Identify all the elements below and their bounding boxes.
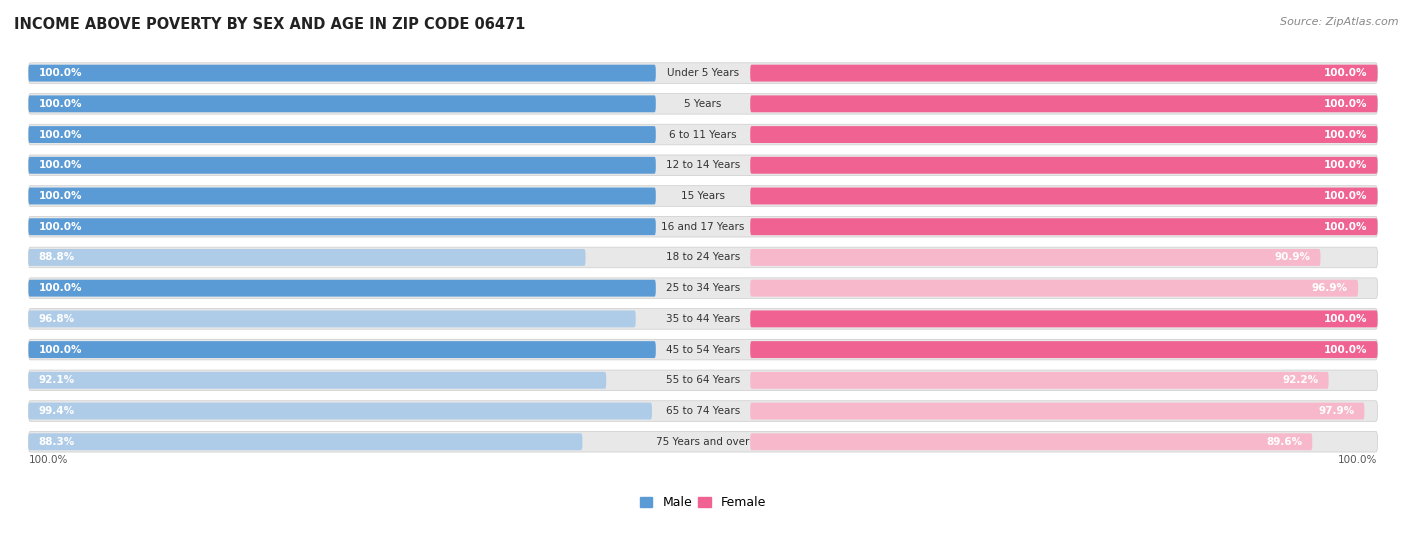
- Text: 55 to 64 Years: 55 to 64 Years: [666, 375, 740, 385]
- Text: 100.0%: 100.0%: [38, 160, 82, 170]
- FancyBboxPatch shape: [28, 278, 1378, 299]
- Text: 5 Years: 5 Years: [685, 99, 721, 109]
- FancyBboxPatch shape: [751, 341, 1378, 358]
- FancyBboxPatch shape: [28, 93, 1378, 114]
- Text: 100.0%: 100.0%: [1324, 222, 1368, 232]
- Text: 25 to 34 Years: 25 to 34 Years: [666, 283, 740, 293]
- Text: 100.0%: 100.0%: [38, 283, 82, 293]
- FancyBboxPatch shape: [751, 310, 1378, 328]
- Text: 97.9%: 97.9%: [1317, 406, 1354, 416]
- FancyBboxPatch shape: [28, 280, 655, 297]
- FancyBboxPatch shape: [28, 372, 606, 389]
- Text: 100.0%: 100.0%: [28, 455, 67, 465]
- FancyBboxPatch shape: [751, 372, 1329, 389]
- FancyBboxPatch shape: [28, 370, 1378, 391]
- FancyBboxPatch shape: [28, 65, 655, 82]
- FancyBboxPatch shape: [28, 157, 655, 174]
- Text: 6 to 11 Years: 6 to 11 Years: [669, 130, 737, 140]
- Text: 100.0%: 100.0%: [1324, 160, 1368, 170]
- Text: 89.6%: 89.6%: [1265, 437, 1302, 447]
- Text: 45 to 54 Years: 45 to 54 Years: [666, 344, 740, 354]
- Text: 100.0%: 100.0%: [1324, 344, 1368, 354]
- FancyBboxPatch shape: [28, 433, 582, 450]
- Text: Under 5 Years: Under 5 Years: [666, 68, 740, 78]
- FancyBboxPatch shape: [751, 65, 1378, 82]
- Text: 88.3%: 88.3%: [38, 437, 75, 447]
- FancyBboxPatch shape: [751, 157, 1378, 174]
- FancyBboxPatch shape: [751, 96, 1378, 112]
- Text: 100.0%: 100.0%: [38, 68, 82, 78]
- Text: 96.9%: 96.9%: [1312, 283, 1348, 293]
- Text: 35 to 44 Years: 35 to 44 Years: [666, 314, 740, 324]
- FancyBboxPatch shape: [28, 186, 1378, 206]
- Text: 100.0%: 100.0%: [38, 222, 82, 232]
- Text: Source: ZipAtlas.com: Source: ZipAtlas.com: [1281, 17, 1399, 27]
- Text: 100.0%: 100.0%: [1324, 130, 1368, 140]
- FancyBboxPatch shape: [28, 339, 1378, 360]
- Text: 90.9%: 90.9%: [1274, 253, 1310, 262]
- Text: 100.0%: 100.0%: [1324, 191, 1368, 201]
- FancyBboxPatch shape: [751, 402, 1364, 419]
- Text: 12 to 14 Years: 12 to 14 Years: [666, 160, 740, 170]
- FancyBboxPatch shape: [28, 309, 1378, 329]
- Text: 99.4%: 99.4%: [38, 406, 75, 416]
- Legend: Male, Female: Male, Female: [636, 491, 770, 514]
- Text: 100.0%: 100.0%: [1324, 314, 1368, 324]
- FancyBboxPatch shape: [28, 188, 655, 205]
- FancyBboxPatch shape: [28, 126, 655, 143]
- FancyBboxPatch shape: [751, 280, 1358, 297]
- FancyBboxPatch shape: [28, 247, 1378, 268]
- Text: 100.0%: 100.0%: [1324, 68, 1368, 78]
- FancyBboxPatch shape: [28, 124, 1378, 145]
- Text: 75 Years and over: 75 Years and over: [657, 437, 749, 447]
- Text: 100.0%: 100.0%: [1324, 99, 1368, 109]
- Text: INCOME ABOVE POVERTY BY SEX AND AGE IN ZIP CODE 06471: INCOME ABOVE POVERTY BY SEX AND AGE IN Z…: [14, 17, 526, 32]
- Text: 88.8%: 88.8%: [38, 253, 75, 262]
- Text: 100.0%: 100.0%: [38, 130, 82, 140]
- FancyBboxPatch shape: [28, 63, 1378, 83]
- FancyBboxPatch shape: [28, 402, 652, 419]
- FancyBboxPatch shape: [751, 218, 1378, 235]
- FancyBboxPatch shape: [28, 218, 655, 235]
- FancyBboxPatch shape: [28, 401, 1378, 421]
- Text: 18 to 24 Years: 18 to 24 Years: [666, 253, 740, 262]
- FancyBboxPatch shape: [28, 249, 585, 266]
- Text: 15 Years: 15 Years: [681, 191, 725, 201]
- Text: 92.1%: 92.1%: [38, 375, 75, 385]
- FancyBboxPatch shape: [28, 341, 655, 358]
- FancyBboxPatch shape: [28, 432, 1378, 452]
- FancyBboxPatch shape: [28, 310, 636, 328]
- Text: 100.0%: 100.0%: [1339, 455, 1378, 465]
- FancyBboxPatch shape: [28, 96, 655, 112]
- FancyBboxPatch shape: [751, 249, 1320, 266]
- Text: 96.8%: 96.8%: [38, 314, 75, 324]
- Text: 65 to 74 Years: 65 to 74 Years: [666, 406, 740, 416]
- FancyBboxPatch shape: [751, 188, 1378, 205]
- FancyBboxPatch shape: [751, 126, 1378, 143]
- FancyBboxPatch shape: [28, 155, 1378, 176]
- Text: 100.0%: 100.0%: [38, 191, 82, 201]
- Text: 100.0%: 100.0%: [38, 99, 82, 109]
- FancyBboxPatch shape: [751, 433, 1312, 450]
- Text: 92.2%: 92.2%: [1282, 375, 1319, 385]
- FancyBboxPatch shape: [28, 216, 1378, 237]
- Text: 100.0%: 100.0%: [38, 344, 82, 354]
- Text: 16 and 17 Years: 16 and 17 Years: [661, 222, 745, 232]
